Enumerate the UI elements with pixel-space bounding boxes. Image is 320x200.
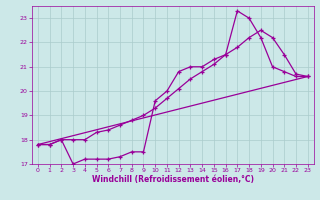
X-axis label: Windchill (Refroidissement éolien,°C): Windchill (Refroidissement éolien,°C) [92, 175, 254, 184]
